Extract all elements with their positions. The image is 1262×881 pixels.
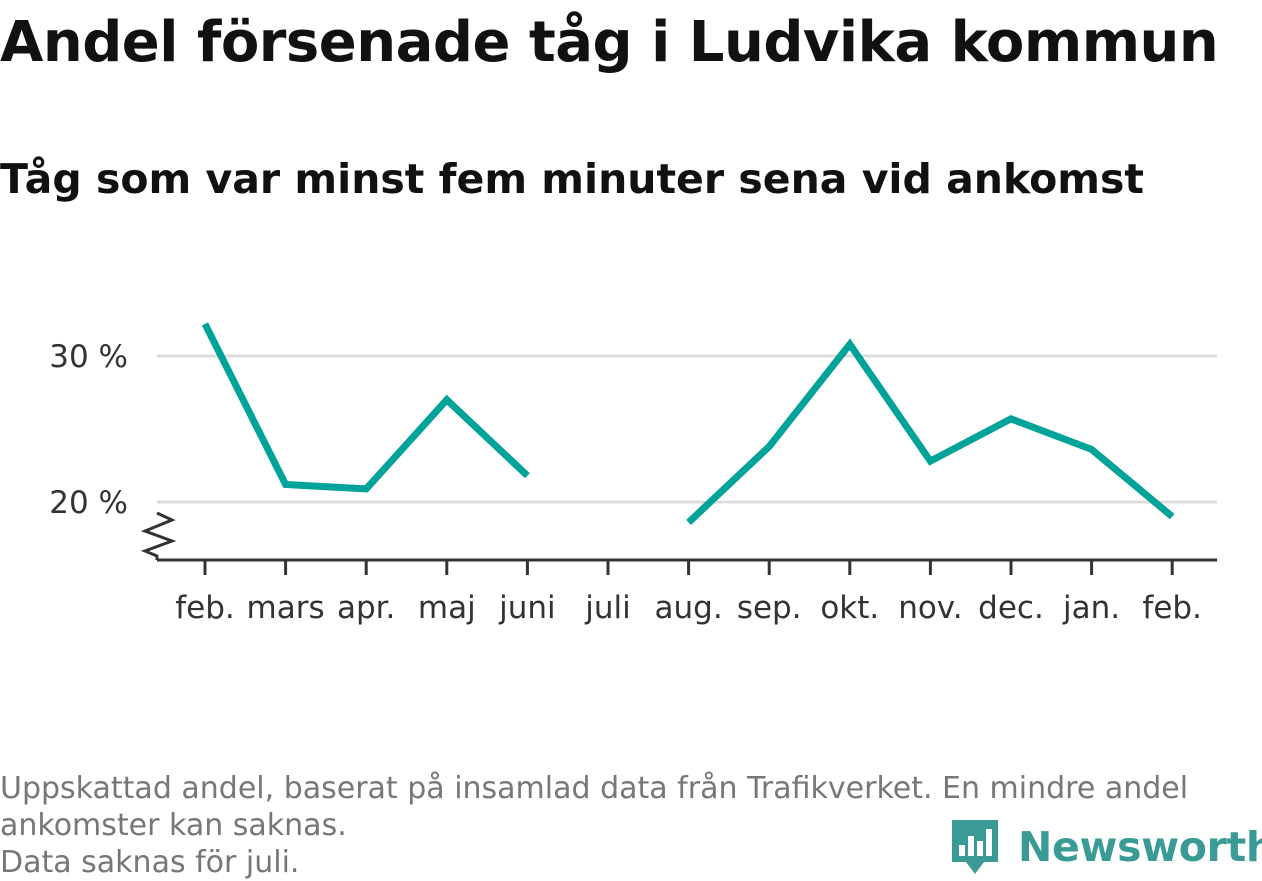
series-lines (201, 322, 1175, 525)
x-tick-label: okt. (820, 590, 879, 626)
gridlines (157, 354, 1217, 504)
chart-footnote: Uppskattad andel, baserat på insamlad da… (0, 770, 1250, 881)
footnote-line-missing: Data saknas för juli. (0, 845, 300, 880)
chart-title: Andel försenade tåg i Ludvika kommun (0, 10, 1219, 75)
y-axis-break-marker (140, 511, 177, 560)
x-tick-label: feb. (1142, 590, 1202, 626)
series-line-segment (686, 338, 1175, 525)
x-tick-label: maj (418, 590, 476, 626)
bar-chart-pin-icon (952, 820, 998, 874)
newsworthy-logo: Newsworthy (950, 818, 1262, 876)
x-tick-label: nov. (898, 590, 962, 626)
x-tick-label: apr. (337, 590, 395, 626)
y-tick-label: 20 % (49, 485, 128, 521)
x-tick-label: juni (498, 590, 556, 626)
chart-subtitle: Tåg som var minst fem minuter sena vid a… (0, 155, 1145, 203)
y-tick-label: 30 % (49, 339, 128, 375)
series-line-segment (201, 322, 530, 493)
x-tick-label: feb. (175, 590, 235, 626)
x-tick-label: juli (584, 590, 631, 626)
x-tick-label: aug. (655, 590, 723, 626)
x-axis: feb. mars apr. maj juni juli aug. sep. okt. nov. d… (140, 511, 1217, 626)
x-tick-label: jan. (1062, 590, 1120, 626)
x-tick-label: sep. (737, 590, 802, 626)
x-tick-label: mars (247, 590, 325, 626)
footnote-line-source: Uppskattad andel, baserat på insamlad da… (0, 771, 1189, 843)
brand-name: Newsworthy (1018, 823, 1262, 871)
x-tick-label: dec. (978, 590, 1044, 626)
y-axis-tick-labels: 20 % 30 % (49, 339, 128, 521)
